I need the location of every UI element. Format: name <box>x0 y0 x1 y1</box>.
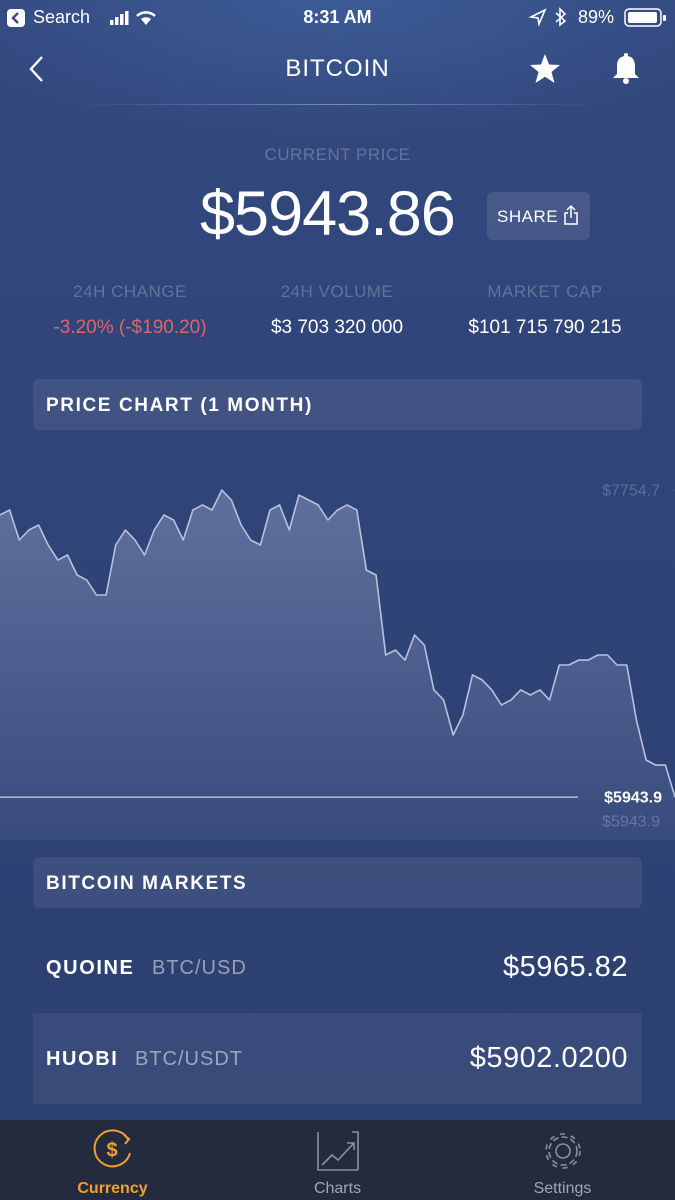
svg-text:$: $ <box>106 1139 117 1161</box>
y-tick-label: $5943.9 <box>602 813 660 830</box>
stat-value: -3.20% (-$190.20) <box>53 317 207 338</box>
tab-currency[interactable]: $ Currency <box>40 1120 185 1200</box>
stat-label: 24H VOLUME <box>280 282 394 301</box>
header-divider <box>70 104 605 105</box>
battery-percent: 89% <box>578 7 615 27</box>
tab-charts[interactable]: Charts <box>265 1120 410 1200</box>
share-icon <box>564 204 578 225</box>
market-pair: BTC/USD <box>152 957 247 979</box>
section-header: BITCOIN MARKETS <box>33 857 642 908</box>
market-row[interactable]: HUOBI BTC/USDT $5902.0200 <box>33 1013 642 1104</box>
market-exchange: HUOBI <box>46 1048 119 1070</box>
signal-wifi-icons <box>110 11 156 25</box>
market-pair: BTC/USDT <box>135 1048 243 1070</box>
favorite-button[interactable] <box>528 52 562 86</box>
market-price: $5965.82 <box>503 951 628 983</box>
stat-value: $3 703 320 000 <box>270 317 404 338</box>
back-button[interactable] <box>24 54 50 84</box>
battery-icon <box>624 8 666 27</box>
alert-button[interactable] <box>610 52 642 86</box>
section-title: BITCOIN MARKETS <box>46 873 248 894</box>
price-area <box>0 490 675 840</box>
header-title: BITCOIN <box>285 55 390 82</box>
stat-value: $101 715 790 215 <box>468 317 622 338</box>
y-tick-label: $7754.7 <box>602 482 660 499</box>
tab-settings[interactable]: Settings <box>490 1120 635 1200</box>
share-label: SHARE <box>497 207 559 226</box>
stat-label: 24H CHANGE <box>73 282 187 301</box>
tab-bar: $ Currency Charts Settings <box>0 1120 675 1200</box>
location-bluetooth-icons <box>528 7 567 27</box>
share-button[interactable]: SHARE <box>487 192 590 240</box>
settings-icon <box>545 1133 581 1169</box>
status-back-label[interactable]: Search <box>33 7 91 27</box>
stat-label: MARKET CAP <box>487 282 603 301</box>
back-to-app-icon[interactable] <box>6 8 26 28</box>
status-time: 8:31 AM <box>303 7 372 27</box>
price-chart: $7754.7 $5943.9 $5943.9 <box>0 482 675 840</box>
market-price: $5902.0200 <box>469 1042 628 1074</box>
charts-icon <box>317 1131 359 1171</box>
tab-label: Currency <box>77 1180 148 1197</box>
current-price-label: $5943.9 <box>604 789 662 806</box>
section-title: PRICE CHART (1 MONTH) <box>46 395 313 416</box>
section-header: PRICE CHART (1 MONTH) <box>33 379 642 430</box>
current-price-label: CURRENT PRICE <box>264 145 411 164</box>
price-line <box>0 489 675 798</box>
tab-label: Settings <box>533 1180 592 1197</box>
currency-icon: $ <box>93 1129 131 1168</box>
tab-label: Charts <box>313 1180 362 1197</box>
market-exchange: QUOINE <box>46 957 135 979</box>
market-row[interactable]: QUOINE BTC/USD $5965.82 <box>33 922 642 1012</box>
current-price-value: $5943.86 <box>200 179 456 249</box>
